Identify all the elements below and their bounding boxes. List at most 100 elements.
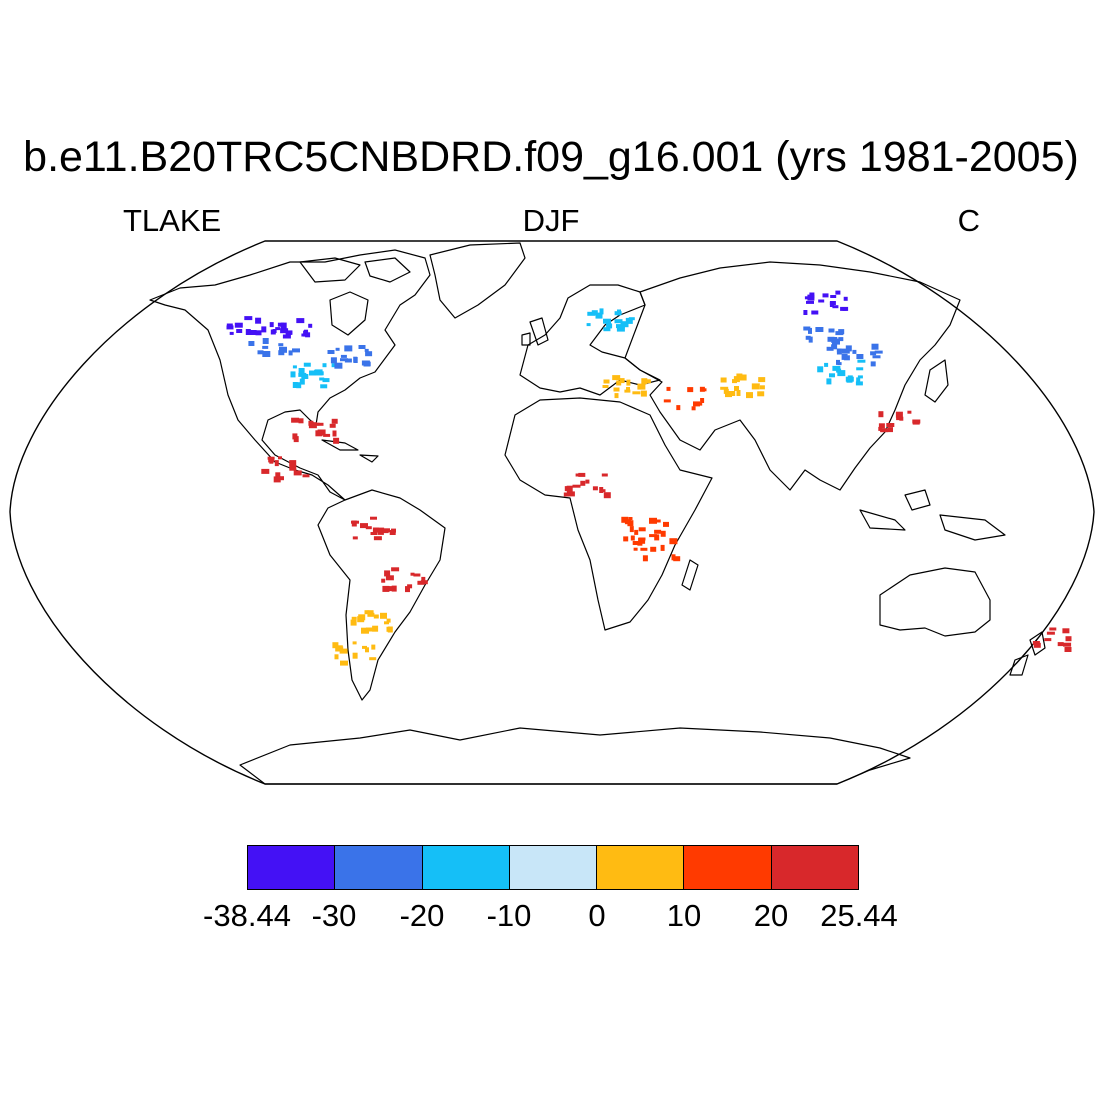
lake-cell-mongolia — [857, 375, 863, 379]
lake-cell-northern-canada-hudson-bay — [287, 330, 293, 335]
lake-cell-central-asia — [734, 376, 739, 380]
coast-hudson-bay — [329, 291, 369, 336]
lake-cell-argentina — [357, 616, 365, 623]
lake-cell-florida — [308, 420, 314, 426]
lake-cell-southern-brazil — [384, 570, 391, 577]
lake-cell-quebec — [364, 348, 369, 352]
lake-cell-southern-brazil — [381, 578, 386, 583]
lake-cell-southern-europe — [640, 390, 647, 397]
lake-cell-mexico-central-america — [267, 456, 275, 460]
season-label: DJF — [522, 203, 580, 238]
colorbar-box-4 — [509, 846, 598, 889]
coast-japan — [924, 359, 949, 403]
plot-title: b.e11.B20TRC5CNBDRD.f09_g16.001 (yrs 198… — [23, 133, 1079, 181]
lake-cell-lake-malawi — [669, 538, 678, 545]
lake-cell-northern-canada-hudson-bay — [280, 328, 289, 334]
lake-cell-northern-siberia — [832, 305, 839, 309]
lake-cell-new-zealand — [1044, 638, 1052, 642]
lake-cell-eastern-china — [912, 419, 921, 424]
lake-cell-lake-baikal — [836, 359, 840, 365]
lake-cell-northern-canada-west — [255, 330, 262, 336]
lake-cell-scandinavia — [603, 318, 611, 324]
colorbar-box-6 — [684, 846, 772, 889]
lake-cell-northern-canada-west — [236, 329, 243, 333]
lake-cell-central-asia — [720, 386, 729, 390]
lake-cell-patagonia — [369, 657, 377, 661]
coast-australia — [879, 567, 991, 637]
lake-cell-east-african-lakes — [663, 521, 669, 527]
lake-cell-central-canada — [279, 346, 287, 353]
lake-cell-argentina — [367, 612, 375, 617]
lake-cell-amazon-basin — [377, 527, 385, 533]
lake-cell-northern-canada-west — [245, 329, 251, 335]
lake-cell-new-zealand — [1049, 627, 1057, 631]
lake-cell-great-lakes — [320, 384, 328, 389]
lake-cell-lake-baikal — [845, 345, 852, 352]
lake-cell-patagonia — [336, 645, 343, 650]
lake-cell-florida — [315, 422, 324, 426]
lake-cell-southern-europe — [616, 380, 622, 386]
lake-cell-northern-siberia — [829, 302, 834, 307]
lake-cell-mexico-central-america — [278, 456, 282, 460]
lake-cell-great-lakes — [322, 378, 330, 383]
coast-se-asia-islands — [859, 489, 1006, 541]
lake-cell-amazon-basin — [373, 536, 382, 541]
units-label: C — [957, 203, 980, 238]
lake-cell-quebec — [344, 358, 352, 363]
lake-cell-new-zealand — [1065, 636, 1072, 642]
lake-cell-central-canada — [262, 345, 269, 349]
lake-cell-mexico-central-america — [268, 458, 275, 463]
lake-cell-central-siberia — [808, 327, 812, 334]
lake-cell-east-african-lakes — [654, 534, 660, 541]
lake-cell-patagonia — [371, 644, 376, 650]
lake-cell-lake-baikal — [870, 351, 877, 356]
lake-cell-east-african-lakes — [649, 517, 657, 524]
lake-cell-southern-europe — [619, 378, 625, 384]
lake-cell-east-african-lakes — [627, 520, 634, 527]
lake-cell-northern-canada-hudson-bay — [277, 322, 284, 327]
lake-cell-central-siberia — [815, 327, 824, 332]
coast-africa — [504, 397, 713, 631]
lake-cell-east-african-lakes — [660, 530, 666, 537]
lake-cell-mongolia — [832, 365, 841, 371]
lake-cell-florida — [317, 429, 326, 436]
lake-cell-lake-baikal — [841, 353, 848, 360]
lake-cell-east-african-lakes — [638, 527, 646, 532]
lake-cell-mexico-central-america — [261, 468, 270, 474]
lake-cell-scandinavia — [616, 324, 621, 329]
lake-cell-lake-malawi — [638, 537, 646, 544]
lake-cell-scandinavia — [587, 311, 596, 316]
lake-cell-mongolia — [837, 370, 846, 377]
lake-cell-great-lakes — [303, 362, 311, 367]
lake-cell-central-siberia — [835, 331, 844, 336]
lake-cell-great-lakes — [309, 370, 316, 376]
lake-cell-amazon-basin — [352, 536, 358, 540]
lake-cell-great-lakes — [322, 363, 327, 368]
lake-cell-scandinavia — [616, 326, 625, 332]
lake-cell-patagonia — [334, 654, 339, 660]
lake-cell-southern-europe — [603, 379, 610, 384]
map-frame — [9, 240, 1095, 785]
lake-temperature-patches — [226, 290, 1072, 666]
lake-cell-central-canada — [257, 350, 264, 355]
lake-cell-middle-east — [676, 405, 681, 411]
lake-cell-eastern-china — [878, 411, 884, 418]
lake-cell-great-lakes — [292, 382, 298, 388]
lake-cell-northern-canada-hudson-bay — [272, 329, 277, 333]
lake-cell-eastern-china — [907, 410, 912, 414]
lake-cell-scandinavia — [591, 310, 598, 316]
lake-cell-argentina — [380, 612, 387, 619]
lake-cell-great-lakes — [315, 371, 324, 376]
lake-cell-amazon-basin — [377, 530, 384, 535]
lake-cell-scandinavia — [595, 312, 603, 319]
lake-cell-southern-brazil — [391, 585, 397, 592]
lake-cell-southern-brazil — [420, 580, 428, 585]
lake-cell-middle-east — [698, 402, 703, 406]
lake-cell-southern-brazil — [382, 587, 389, 592]
lake-cell-central-siberia — [838, 337, 844, 342]
lake-cell-southern-brazil — [385, 575, 394, 581]
lake-cell-mexico-central-america — [273, 476, 281, 483]
coast-madagascar — [681, 559, 699, 591]
lake-cell-central-asia — [720, 377, 727, 383]
coast-south-america — [317, 489, 446, 701]
